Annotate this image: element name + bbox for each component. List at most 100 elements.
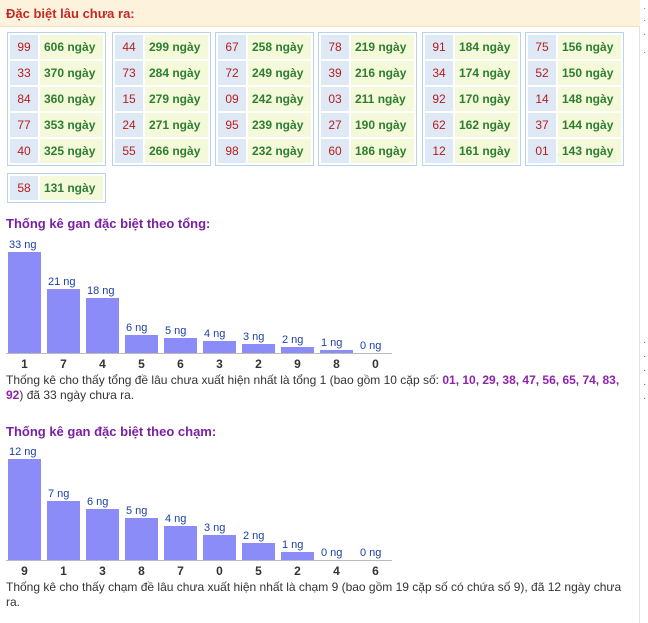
tong-bar xyxy=(281,347,314,353)
right-sidebar-edge: · · · · · · · · · xyxy=(641,0,648,623)
gan-pair: 99 606 ngày xyxy=(10,35,103,59)
tong-bar-value-label: 21 ng xyxy=(48,276,76,288)
sidebar-mark: · xyxy=(643,393,647,404)
pair-number: 58 xyxy=(10,176,38,200)
gan-group: 67 258 ngày 72 249 ngày 09 242 ngày 95 239 ngày… xyxy=(215,32,314,166)
tong-category-label: 4 xyxy=(99,357,106,371)
pair-number: 37 xyxy=(528,113,556,137)
cham-bar-chart: 12 ng 9 7 ng 1 6 ng 3 5 ng 8 4 ng 7 3 ng 0 2 ng 5 1 ng… xyxy=(6,446,392,578)
pair-number: 09 xyxy=(218,87,246,111)
sidebar-mark: · xyxy=(643,379,647,390)
pair-days: 144 ngày xyxy=(558,113,621,137)
sidebar-mark: · xyxy=(643,47,647,58)
sidebar-mark: · xyxy=(643,29,647,40)
cham-bar-value-label: 1 ng xyxy=(282,539,303,551)
tong-category-label: 7 xyxy=(60,357,67,371)
pair-number: 78 xyxy=(321,35,349,59)
cham-bar-value-label: 5 ng xyxy=(126,505,147,517)
pair-days: 184 ngày xyxy=(455,35,518,59)
pair-number: 52 xyxy=(528,61,556,85)
cham-bar-value-label: 0 ng xyxy=(360,547,381,559)
sidebar-mark: · xyxy=(643,3,647,14)
tong-desc-numbers: 01, 10, 29, 38, 47, 56, 65, 74, 83, 92 xyxy=(6,373,620,402)
cham-bar-value-label: 0 ng xyxy=(321,547,342,559)
gan-pair: 75 156 ngày xyxy=(528,35,621,59)
tong-bar-value-label: 3 ng xyxy=(243,331,264,343)
tong-description: Thống kê cho thấy tổng đề lâu chưa xuất … xyxy=(6,373,634,403)
pair-number: 55 xyxy=(115,139,143,163)
pair-number: 03 xyxy=(321,87,349,111)
tong-category-label: 8 xyxy=(333,357,340,371)
cham-bar xyxy=(281,552,314,560)
pair-number: 99 xyxy=(10,35,38,59)
pair-number: 27 xyxy=(321,113,349,137)
header-title: Đặc biệt lâu chưa ra: xyxy=(6,6,135,21)
pair-days: 258 ngày xyxy=(248,35,311,59)
tong-bar-value-label: 6 ng xyxy=(126,322,147,334)
tong-section-title: Thống kê gan đặc biệt theo tổng: xyxy=(6,216,211,231)
pair-number: 91 xyxy=(425,35,453,59)
gan-group: 44 299 ngày 73 284 ngày 15 279 ngày 24 271 ngày… xyxy=(112,32,211,166)
gan-group: 75 156 ngày 52 150 ngày 14 148 ngày 37 144 ngày… xyxy=(525,32,624,166)
pair-number: 01 xyxy=(528,139,556,163)
cham-category-label: 8 xyxy=(138,564,145,578)
cham-bar-value-label: 2 ng xyxy=(243,530,264,542)
gan-group: 78 219 ngày 39 216 ngày 03 211 ngày 27 190 ngày… xyxy=(318,32,417,166)
pair-days: 156 ngày xyxy=(558,35,621,59)
gan-pair: 24 271 ngày xyxy=(115,113,208,137)
cham-category-label: 3 xyxy=(99,564,106,578)
pair-number: 12 xyxy=(425,139,453,163)
pair-days: 284 ngày xyxy=(145,61,208,85)
tong-bar xyxy=(242,344,275,353)
tong-desc-after: ) đã 33 ngày chưa ra. xyxy=(19,388,135,402)
gan-pair: 91 184 ngày xyxy=(425,35,518,59)
pair-number: 44 xyxy=(115,35,143,59)
pair-days: 219 ngày xyxy=(351,35,414,59)
cham-bar xyxy=(8,459,41,560)
pair-days: 131 ngày xyxy=(40,176,103,200)
header-bar: Đặc biệt lâu chưa ra: xyxy=(0,0,640,27)
tong-category-label: 1 xyxy=(21,357,28,371)
cham-bar xyxy=(125,518,158,560)
tong-bar xyxy=(47,289,80,353)
pair-number: 67 xyxy=(218,35,246,59)
cham-category-label: 2 xyxy=(294,564,301,578)
pair-days: 216 ngày xyxy=(351,61,414,85)
gan-pair: 67 258 ngày xyxy=(218,35,311,59)
gan-pair: 98 232 ngày xyxy=(218,139,311,163)
pair-number: 14 xyxy=(528,87,556,111)
pair-number: 98 xyxy=(218,139,246,163)
cham-bar-value-label: 12 ng xyxy=(9,446,37,458)
cham-bar-value-label: 7 ng xyxy=(48,488,69,500)
cham-section-title: Thống kê gan đặc biệt theo chạm: xyxy=(6,424,217,439)
pair-number: 40 xyxy=(10,139,38,163)
pair-number: 95 xyxy=(218,113,246,137)
gan-pair: 73 284 ngày xyxy=(115,61,208,85)
tong-bar xyxy=(203,341,236,353)
tong-bar-value-label: 5 ng xyxy=(165,325,186,337)
pair-days: 271 ngày xyxy=(145,113,208,137)
pair-number: 15 xyxy=(115,87,143,111)
gan-pair: 03 211 ngày xyxy=(321,87,414,111)
gan-pair: 44 299 ngày xyxy=(115,35,208,59)
cham-bar xyxy=(164,526,197,560)
pair-days: 161 ngày xyxy=(455,139,518,163)
pair-number: 84 xyxy=(10,87,38,111)
tong-bar-value-label: 33 ng xyxy=(9,239,37,251)
cham-category-label: 5 xyxy=(255,564,262,578)
pair-days: 190 ngày xyxy=(351,113,414,137)
tong-category-label: 0 xyxy=(372,357,379,371)
cham-bar-value-label: 4 ng xyxy=(165,513,186,525)
cham-bar xyxy=(203,535,236,560)
tong-bar xyxy=(86,298,119,353)
sidebar-mark: · xyxy=(643,365,647,376)
pair-days: 170 ngày xyxy=(455,87,518,111)
pair-days: 143 ngày xyxy=(558,139,621,163)
tong-bar-value-label: 1 ng xyxy=(321,337,342,349)
gan-pair: 84 360 ngày xyxy=(10,87,103,111)
tong-category-label: 9 xyxy=(294,357,301,371)
gan-pair: 40 325 ngày xyxy=(10,139,103,163)
tong-bar-value-label: 18 ng xyxy=(87,285,115,297)
pair-days: 148 ngày xyxy=(558,87,621,111)
pair-days: 174 ngày xyxy=(455,61,518,85)
